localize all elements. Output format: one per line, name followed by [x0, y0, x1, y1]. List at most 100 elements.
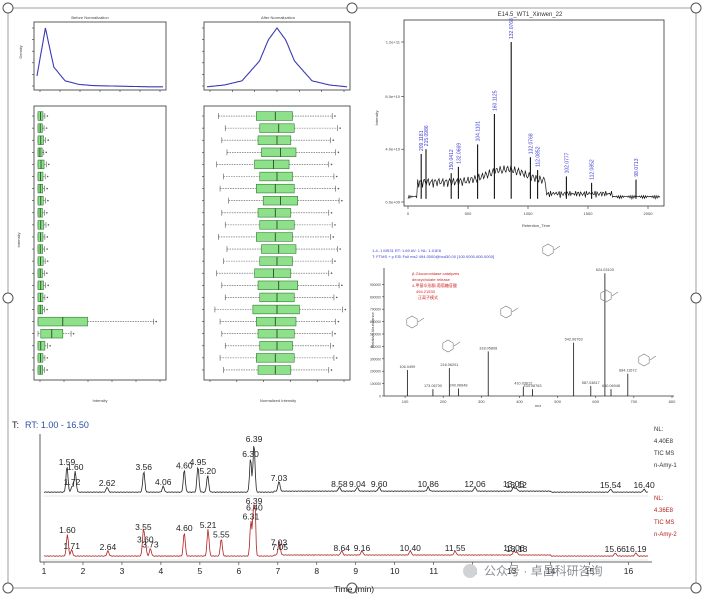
chromatogram-peak-label: 6.39: [246, 434, 263, 444]
chromatogram-xlabel: Time (min): [334, 584, 374, 594]
before-box: [32, 111, 49, 121]
before-outlier: [49, 344, 51, 347]
after-outlier: [330, 211, 333, 214]
before-outlier: [47, 224, 50, 226]
selection-handle[interactable]: [690, 582, 702, 594]
after-box-body: [252, 304, 300, 315]
selection-handle[interactable]: [2, 2, 14, 14]
ms2-xtick-label: 300: [478, 399, 485, 404]
trace2-info-line: n-Amy-2: [654, 532, 677, 538]
before-box: [32, 316, 158, 327]
ms2-ytick-label: 400000: [370, 345, 381, 349]
after-box-body: [257, 208, 292, 218]
chromatogram-peak-label: 7.03: [271, 473, 288, 483]
after-outlier: [337, 187, 340, 190]
tic-peak-label: 132.0768: [528, 133, 534, 154]
selection-handle[interactable]: [690, 2, 702, 14]
chromatogram-peak-label: 13.13: [506, 544, 528, 554]
ms2-ytick-label: 900000: [370, 283, 381, 287]
before-outlier: [46, 187, 48, 190]
before-box: [32, 220, 50, 230]
ms2-peak-label: 240.06648: [449, 384, 467, 388]
ms2-header-line-1: 1-4..1 MS31 RT: 1.69 AV: 1 NL: 1.01E6: [372, 248, 442, 253]
after-box: [202, 135, 335, 145]
selection-handle[interactable]: [2, 582, 14, 594]
chromatogram-xtick-label: 8: [314, 566, 319, 576]
after-box-body: [255, 316, 297, 327]
ms2-spectrum-panel: 1-4..1 MS31 RT: 1.69 AV: 1 NL: 1.01E6 T:…: [370, 243, 676, 408]
chromatogram-xtick-label: 15: [585, 566, 595, 576]
after-box-body: [259, 171, 293, 182]
selection-handles[interactable]: [2, 2, 702, 594]
wechat-icon: [463, 564, 477, 578]
structure-sketch: [442, 339, 461, 353]
trace1-info-line: TIC MS: [654, 451, 674, 457]
after-outlier: [344, 308, 347, 311]
ms2-peak-label: 106.0499: [399, 365, 415, 369]
tic-ytick-label: 8.0e+10: [385, 94, 400, 99]
selection-handle[interactable]: [346, 582, 358, 594]
structure-ring: [442, 339, 454, 353]
after-box: [202, 183, 340, 194]
before-outlier: [46, 260, 49, 262]
before-box: [32, 183, 48, 194]
chromatogram-xtick-label: 3: [120, 566, 125, 576]
structure-ring: [600, 289, 612, 303]
trace1-info-line: n-Amy-1: [654, 463, 677, 469]
chromatogram-peak-label: 9.60: [371, 479, 388, 489]
chromatogram-peak-label: 15.66: [605, 544, 627, 554]
ms2-xtick-label: 800: [669, 399, 676, 404]
before-outlier: [46, 296, 49, 299]
ms2-peak-label: 684.11672: [619, 369, 637, 373]
chromatogram-peak-label: 1.71: [63, 541, 80, 551]
trace1-info: NL: 4.40E8 TIC MS n-Amy-1: [654, 427, 677, 469]
after-box: [202, 353, 338, 363]
ms2-peak-label: 318.05808: [479, 346, 497, 350]
selection-handle[interactable]: [346, 2, 358, 14]
before-box: [32, 329, 75, 339]
after-box: [202, 159, 333, 170]
before-outlier: [46, 248, 48, 250]
chromatogram-peak-label: 4.60: [176, 523, 193, 533]
before-outlier: [47, 284, 49, 287]
chromatogram-xtick-label: 13: [507, 566, 517, 576]
ms2-xtick-label: 100: [402, 399, 409, 404]
chromatogram-peak-label: 13.12: [506, 480, 528, 490]
after-outlier: [341, 284, 343, 287]
selection-handle[interactable]: [690, 292, 702, 304]
before-density-line: [36, 27, 163, 88]
after-box-body: [259, 256, 293, 266]
chromatogram-peak-label: 6.30: [242, 449, 259, 459]
after-box: [202, 268, 333, 278]
chromatogram-trace-1: [43, 446, 649, 493]
chromatogram-peak-label: 13.06: [503, 543, 525, 553]
ms2-ytick-label: 300000: [370, 357, 381, 361]
before-density-ylabel: Density: [18, 45, 23, 58]
chromatogram-peak-label: 6.40: [246, 502, 263, 512]
after-box: [202, 304, 347, 315]
after-outlier: [332, 236, 335, 238]
tic-peak-label: 112.0852: [590, 159, 596, 180]
before-box: [32, 196, 49, 206]
after-outlier: [335, 296, 338, 299]
watermark-text: 公众号 · 卓昌科研咨询: [484, 563, 603, 578]
after-outlier: [339, 127, 341, 129]
after-outlier: [334, 224, 336, 226]
after-outlier: [337, 320, 340, 323]
before-box: [32, 159, 50, 170]
watermark: 公众号 · 卓昌科研咨询: [463, 563, 603, 578]
ms2-xtick-label: 400: [516, 399, 523, 404]
after-outlier: [334, 115, 336, 117]
ms2-annotation-line-3: 4-甲基伞形酮-葡萄糖苷酸: [412, 282, 457, 288]
trace2-info-line: 4.36E8: [654, 508, 674, 514]
after-box: [202, 244, 341, 254]
selection-handle[interactable]: [2, 292, 14, 304]
trace2-info-line: NL:: [654, 496, 664, 502]
after-box-xlabel: Normalized Intensity: [260, 398, 296, 403]
selection-frame: [7, 7, 697, 589]
structure-ring: [406, 315, 418, 329]
before-box: [32, 244, 48, 254]
chromatogram-peak-label: 1.60: [67, 462, 84, 472]
